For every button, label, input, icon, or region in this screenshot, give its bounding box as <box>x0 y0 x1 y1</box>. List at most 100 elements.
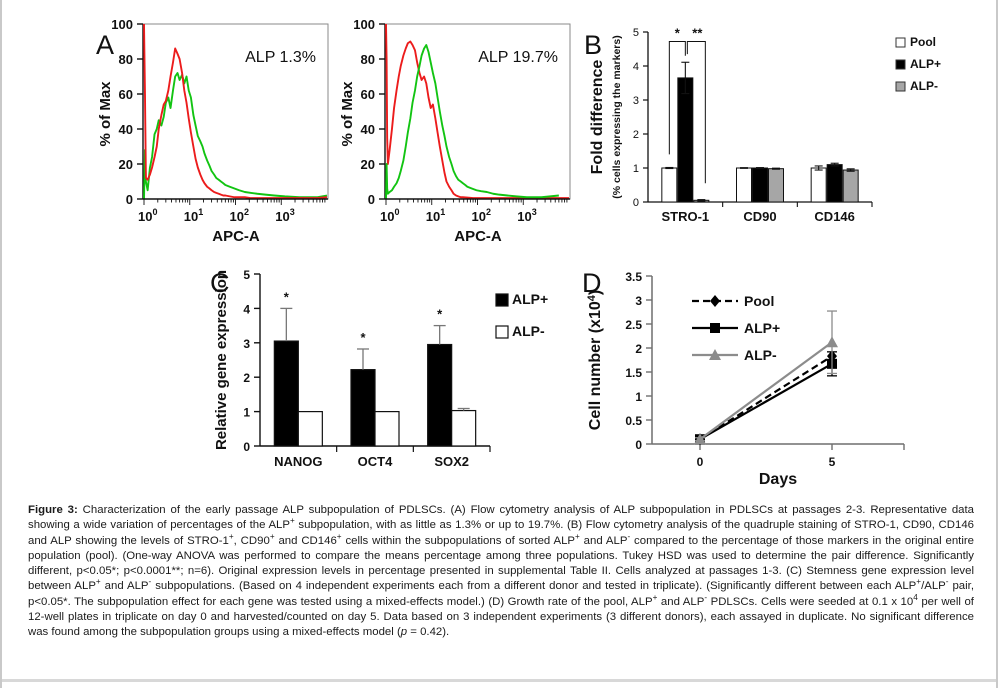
bar-STRO-1-Pool <box>661 167 678 203</box>
y-axis-label-b: Fold difference <box>589 60 606 175</box>
x-axis-label-d: Days <box>759 471 797 488</box>
ytick-right-80: 80 <box>361 52 375 67</box>
x-axis-label-left: APC-A <box>212 228 260 245</box>
y-axis-label-d: Cell number (x104) <box>586 290 604 430</box>
ytick-b-3: 3 <box>633 95 639 107</box>
bar-OCT4-ALP- <box>374 411 400 447</box>
xtick-1e0: 100 <box>380 207 399 224</box>
trace-green-histogram <box>143 72 328 200</box>
panel-d-axes <box>651 276 904 445</box>
panel-letter-d: D <box>582 268 602 298</box>
line-ALP+ <box>699 362 833 441</box>
x-tick-labels-left: 100 101 102 103 <box>138 207 295 224</box>
bar-NANOG-ALP+ <box>273 340 299 447</box>
legend-label-Pool: Pool <box>910 35 936 49</box>
ytick-right-0: 0 <box>368 192 375 207</box>
x-minor-ticks-right <box>385 199 568 205</box>
line-ALP- <box>699 341 833 441</box>
ytick-left-100: 100 <box>111 17 133 32</box>
panel-b-y-ticks: 0 1 2 3 4 5 <box>633 27 648 209</box>
panel-b: B 0 1 2 3 4 5 Fold difference (% cells expres… <box>580 14 990 246</box>
ytick-d-3: 3 <box>635 294 642 308</box>
category-label-SOX2: SOX2 <box>434 454 469 469</box>
xtick-d-5: 5 <box>829 455 836 469</box>
ytick-d-2.5: 2.5 <box>625 318 642 332</box>
panel-d-series <box>694 310 838 446</box>
xtick-1e2: 102 <box>472 207 491 224</box>
category-label-CD146: CD146 <box>814 209 854 224</box>
legend-label-Pool: Pool <box>744 293 774 309</box>
xtick-1e2: 102 <box>230 207 249 224</box>
trace-red-histogram <box>143 23 328 200</box>
panel-b-group-dividers <box>722 202 873 207</box>
xtick-1e1: 101 <box>184 207 203 224</box>
panel-c-legend: ALP+ ALP- <box>495 291 548 339</box>
ytick-c-0: 0 <box>243 440 250 454</box>
xtick-1e0: 100 <box>138 207 157 224</box>
legend-marker-Pool <box>710 295 720 307</box>
sig-star-1: * <box>675 26 681 41</box>
panel-letter-b: B <box>584 30 602 60</box>
panel-b-legend: Pool ALP+ ALP- <box>895 35 941 93</box>
ytick-d-3.5: 3.5 <box>625 270 642 284</box>
caption-paragraph: Figure 3: Characterization of the early … <box>28 504 975 638</box>
xtick-1e3: 103 <box>517 207 536 224</box>
legend-label-ALP-: ALP- <box>512 323 545 339</box>
bar-CD146-ALP+ <box>826 164 843 203</box>
panel-d-legend: Pool ALP+ ALP- <box>692 293 780 363</box>
panel-letter-c: C <box>210 268 230 298</box>
ytick-left-0: 0 <box>126 192 133 207</box>
xtick-d-0: 0 <box>697 455 704 469</box>
marker-ALP--d0 <box>694 433 706 445</box>
legend-label-ALP+: ALP+ <box>512 291 548 307</box>
legend-marker-ALP- <box>709 349 721 360</box>
bar-OCT4-ALP+ <box>350 369 376 447</box>
bar-CD90-Pool <box>736 167 752 203</box>
y-axis-label-left: % of Max <box>97 81 114 147</box>
legend-label-ALP+: ALP+ <box>744 320 780 336</box>
legend-marker-ALP+ <box>710 323 720 333</box>
legend-label-ALP+: ALP+ <box>910 57 941 71</box>
category-label-CD90: CD90 <box>743 209 776 224</box>
sig-star-NANOG: * <box>284 289 290 304</box>
ytick-b-0: 0 <box>633 197 639 209</box>
panel-c-bars <box>273 307 477 447</box>
ytick-left-40: 40 <box>119 122 133 137</box>
category-label-OCT4: OCT4 <box>358 454 393 469</box>
xtick-1e3: 103 <box>275 207 294 224</box>
bar-CD90-ALP+ <box>752 167 768 203</box>
panel-b-bars <box>661 61 859 203</box>
legend-swatch-ALP+ <box>895 59 906 70</box>
panel-a-svg: A 100 80 60 40 20 0 <box>96 17 571 245</box>
ytick-b-2: 2 <box>633 129 639 141</box>
caption-figure-number: Figure 3: <box>28 504 78 516</box>
panel-c-y-ticks: 0 1 2 3 4 5 <box>243 268 260 454</box>
ytick-right-40: 40 <box>361 122 375 137</box>
ytick-left-80: 80 <box>119 52 133 67</box>
ytick-d-1.5: 1.5 <box>625 366 642 380</box>
legend-swatch-ALP- <box>895 81 906 92</box>
legend-swatch-ALP- <box>495 325 509 339</box>
panel-c-category-labels: NANOG OCT4 SOX2 <box>274 454 469 469</box>
ytick-c-3: 3 <box>243 337 250 351</box>
panel-c-group-dividers <box>336 446 491 452</box>
y-axis-sublabel-b: (% cells expressing the markers) <box>611 35 623 198</box>
legend-label-ALP-: ALP- <box>910 79 938 93</box>
ytick-right-60: 60 <box>361 87 375 102</box>
panel-letter-a: A <box>96 30 114 60</box>
legend-label-ALP-: ALP- <box>744 347 777 363</box>
x-minor-ticks-left <box>143 199 326 205</box>
ytick-b-4: 4 <box>633 61 639 73</box>
line-Pool <box>699 355 833 441</box>
ytick-d-2: 2 <box>635 342 642 356</box>
ytick-b-5: 5 <box>633 27 639 39</box>
x-axis-label-right: APC-A <box>454 228 502 245</box>
sig-bracket-1 <box>668 41 686 155</box>
bar-SOX2-ALP- <box>451 409 477 447</box>
ytick-c-5: 5 <box>243 268 250 282</box>
panel-c: C 0 1 2 3 4 5 Relative gene expression NANOG O… <box>200 256 548 488</box>
ytick-left-20: 20 <box>119 157 133 172</box>
